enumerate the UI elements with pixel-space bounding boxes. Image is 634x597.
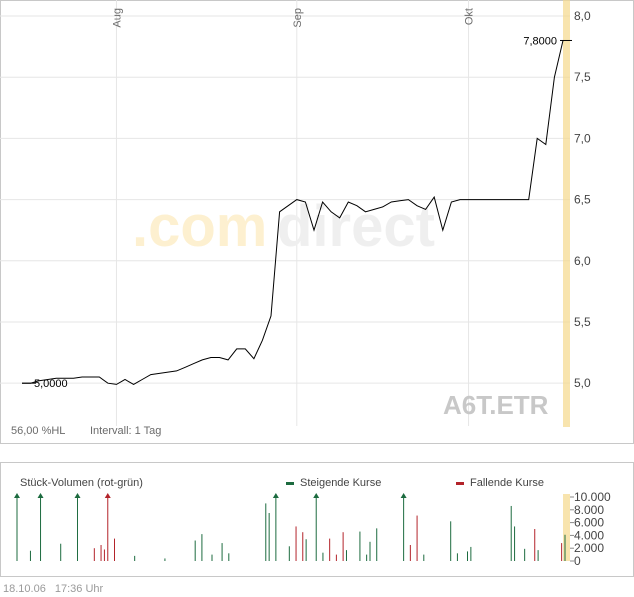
footer-date: 18.10.06 (3, 583, 46, 595)
watermark-prefix: .com (132, 194, 267, 259)
y-tick-label: 5,0 (574, 376, 591, 390)
hl-info: 56,00 %HL (11, 425, 65, 437)
x-month-label: Sep (292, 8, 304, 28)
watermark-suffix: direct (277, 194, 435, 259)
volume-overflow-arrow (313, 493, 320, 498)
y-tick-label: 7,0 (574, 131, 591, 145)
volume-y-tick-label: 6.000 (574, 516, 604, 530)
x-month-label: Okt (464, 8, 476, 25)
volume-overflow-arrow (74, 493, 81, 498)
y-tick-label: 5,5 (574, 315, 591, 329)
volume-overflow-arrow (104, 493, 111, 498)
y-tick-label: 6,5 (574, 193, 591, 207)
volume-y-tick-label: 2.000 (574, 541, 604, 555)
symbol-label: A6T.ETR (443, 390, 549, 420)
y-tick-label: 6,0 (574, 254, 591, 268)
y-tick-label: 7,5 (574, 70, 591, 84)
legend-rising-label: Steigende Kurse (300, 477, 381, 489)
volume-title: Stück-Volumen (rot-grün) (20, 477, 143, 489)
footer-time: 17:36 Uhr (54, 583, 104, 595)
price-line-layer: 5,0000 7,8000 (22, 35, 572, 390)
x-month-label: Aug (111, 8, 123, 28)
last-value-label: 7,8000 (523, 35, 557, 47)
volume-overflow-arrow (400, 493, 407, 498)
y-tick-label: 8,0 (574, 9, 591, 23)
legend-falling-swatch (456, 482, 464, 485)
volume-y-tick-label: 4.000 (574, 528, 604, 542)
footer-timestamp: 18.10.06 17:36 Uhr (3, 583, 109, 595)
legend-rising-swatch (286, 482, 294, 485)
price-chart: 8,0 7,5 7,0 6,5 6,0 5,5 5,0 Aug Sep Okt (0, 0, 591, 427)
volume-highlight (563, 494, 570, 561)
volume-y-tick-label: 0 (574, 554, 581, 568)
legend-falling-label: Fallende Kurse (470, 477, 544, 489)
interval-info: Intervall: 1 Tag (90, 425, 161, 437)
volume-y-tick-label: 8.000 (574, 503, 604, 517)
volume-overflow-arrow (37, 493, 44, 498)
volume-overflow-arrow (14, 493, 20, 498)
volume-overflow-arrow (272, 493, 279, 498)
start-value-label: 5,0000 (34, 378, 68, 390)
current-bar-highlight (563, 0, 570, 427)
volume-y-tick-label: 10.000 (574, 490, 611, 504)
price-line (22, 40, 564, 385)
